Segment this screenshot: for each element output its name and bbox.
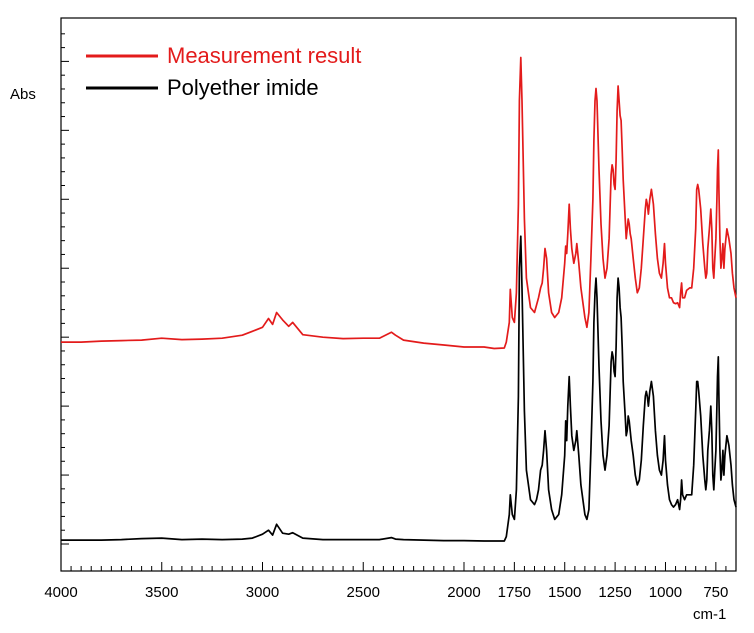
- x-tick-label: 2500: [347, 584, 380, 601]
- legend-label-polyether-imide: Polyether imide: [167, 75, 319, 100]
- x-axis-label: cm-1: [693, 606, 726, 623]
- plot-frame: [60, 17, 737, 572]
- legend: Measurement result Polyether imide: [86, 43, 361, 100]
- x-tick-label: 1000: [649, 584, 682, 601]
- x-tick-label: 4000: [44, 584, 77, 601]
- x-tick-label: 1750: [498, 584, 531, 601]
- x-axis-ticks: 4000 3500 3000 2500 2000 1750 1500 1250 1000 750: [44, 562, 737, 601]
- y-axis-ticks: [61, 33, 69, 545]
- series-line-polyether-imide: [61, 235, 737, 542]
- series-line-measurement-result: [61, 56, 737, 350]
- x-tick-label: 750: [703, 584, 728, 601]
- x-tick-label: 1500: [548, 584, 581, 601]
- x-tick-label: 1250: [598, 584, 631, 601]
- y-axis-label: Abs: [10, 86, 36, 103]
- x-tick-label: 3000: [246, 584, 279, 601]
- x-tick-label: 2000: [447, 584, 480, 601]
- legend-label-measurement: Measurement result: [167, 43, 361, 68]
- series-layer: [61, 56, 737, 542]
- x-tick-label: 3500: [145, 584, 178, 601]
